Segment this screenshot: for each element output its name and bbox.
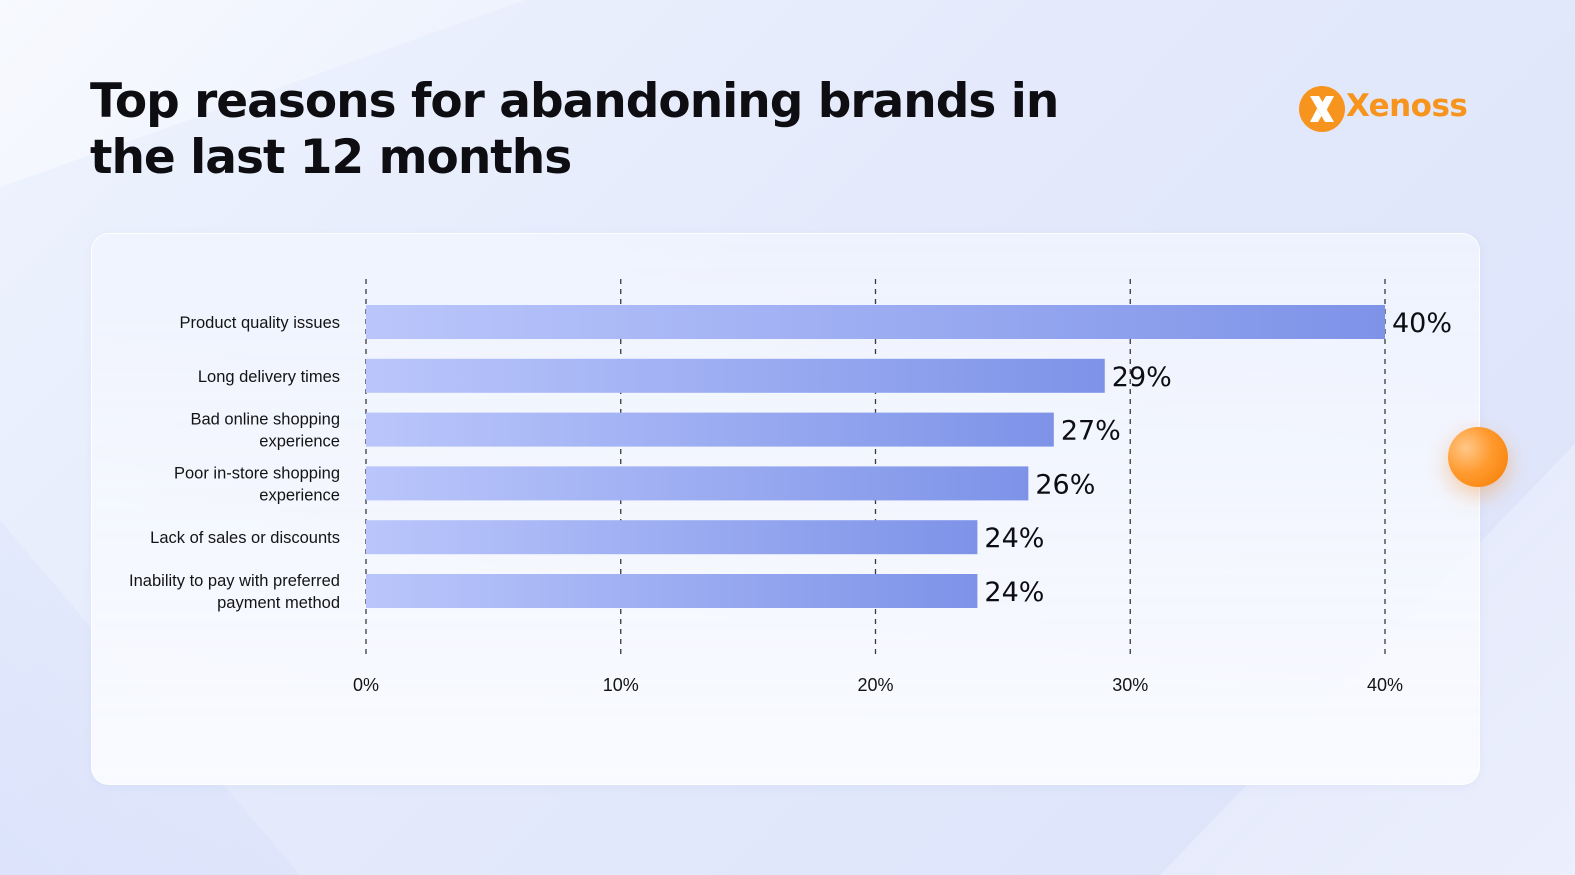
value-label: 27% xyxy=(1061,416,1121,447)
category-label: experience xyxy=(259,433,340,451)
value-label: 29% xyxy=(1112,362,1172,393)
x-tick-label: 40% xyxy=(1367,675,1403,695)
bar xyxy=(366,358,1105,393)
xenoss-logo-icon xyxy=(1299,86,1345,132)
value-label: 24% xyxy=(984,577,1044,608)
bars xyxy=(366,305,1385,608)
category-label: Bad online shopping xyxy=(190,411,340,429)
bar xyxy=(366,466,1029,501)
bar xyxy=(366,520,978,555)
decorative-orb xyxy=(1448,427,1508,487)
bar xyxy=(366,305,1385,339)
category-label: Product quality issues xyxy=(180,314,341,332)
category-label: Long delivery times xyxy=(198,368,340,386)
value-label: 24% xyxy=(984,523,1044,554)
category-label: Poor in-store shopping xyxy=(174,464,340,482)
x-tick-label: 10% xyxy=(603,675,639,695)
category-label: Lack of sales or discounts xyxy=(150,529,340,547)
value-label: 40% xyxy=(1392,308,1452,339)
logo-text: Xenoss xyxy=(1346,88,1468,124)
category-label: experience xyxy=(259,486,340,504)
bar xyxy=(366,574,978,608)
x-tick-label: 20% xyxy=(857,675,893,695)
value-label: 26% xyxy=(1035,469,1095,500)
page-title: Top reasons for abandoning brands in the… xyxy=(90,74,1059,185)
category-label: payment method xyxy=(217,594,340,612)
x-tick-label: 0% xyxy=(353,675,379,695)
brand-logo: Xenoss xyxy=(1298,84,1488,134)
labels: 0% 10% 20% 30% 40% Product quality issues 40% L… xyxy=(129,308,1452,695)
x-tick-label: 30% xyxy=(1112,675,1148,695)
bar xyxy=(366,412,1054,447)
category-label: Inability to pay with preferred xyxy=(129,572,340,590)
